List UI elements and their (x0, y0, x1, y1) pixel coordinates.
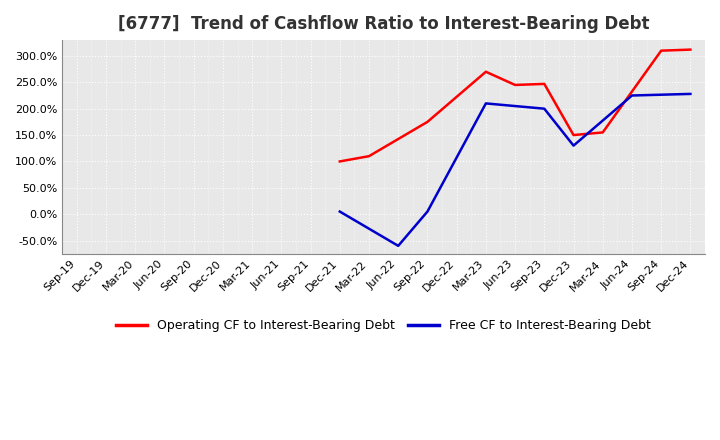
Title: [6777]  Trend of Cashflow Ratio to Interest-Bearing Debt: [6777] Trend of Cashflow Ratio to Intere… (118, 15, 649, 33)
Legend: Operating CF to Interest-Bearing Debt, Free CF to Interest-Bearing Debt: Operating CF to Interest-Bearing Debt, F… (112, 314, 656, 337)
